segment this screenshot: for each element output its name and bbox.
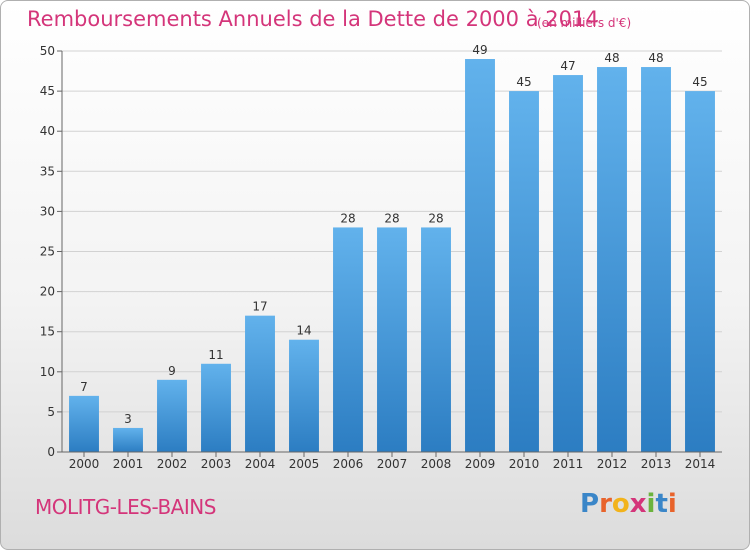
- x-tick-label: 2005: [289, 457, 320, 471]
- x-tick-label: 2010: [509, 457, 540, 471]
- x-tick-label: 2006: [333, 457, 364, 471]
- commune-name: MOLITG-LES-BAINS: [35, 495, 216, 519]
- chart-title: Remboursements Annuels de la Dette de 20…: [27, 7, 599, 31]
- y-tick-label: 0: [47, 445, 55, 459]
- bar: [377, 227, 407, 452]
- bar: [69, 395, 99, 452]
- proxiti-logo: Proxiti: [580, 489, 677, 519]
- y-tick-label: 50: [40, 44, 55, 58]
- y-tick-label: 30: [40, 204, 55, 218]
- bar: [685, 91, 715, 452]
- x-tick-label: 2007: [377, 457, 408, 471]
- x-tick-label: 2004: [245, 457, 276, 471]
- x-tick-label: 2011: [553, 457, 584, 471]
- x-tick-label: 2001: [113, 457, 144, 471]
- bar: [157, 379, 187, 452]
- y-tick-label: 15: [40, 325, 55, 339]
- bar-value-label: 28: [340, 211, 355, 225]
- x-tick-label: 2009: [465, 457, 496, 471]
- x-tick-label: 2014: [685, 457, 716, 471]
- x-tick-label: 2008: [421, 457, 452, 471]
- x-tick-label: 2000: [69, 457, 100, 471]
- bar: [421, 227, 451, 452]
- x-tick-label: 2002: [157, 457, 188, 471]
- bar-value-label: 48: [648, 51, 663, 65]
- y-tick-label: 5: [47, 405, 55, 419]
- y-tick-label: 25: [40, 245, 55, 259]
- bar-value-label: 28: [428, 211, 443, 225]
- bar-value-label: 45: [516, 75, 531, 89]
- x-tick-label: 2003: [201, 457, 232, 471]
- bar-value-label: 47: [560, 59, 575, 73]
- bar: [465, 59, 495, 453]
- bar: [113, 427, 143, 452]
- bar-value-label: 9: [168, 364, 176, 378]
- bar: [597, 67, 627, 452]
- x-tick-label: 2013: [641, 457, 672, 471]
- bar-value-label: 3: [124, 412, 132, 426]
- x-tick-label: 2012: [597, 457, 628, 471]
- y-tick-label: 10: [40, 365, 55, 379]
- bar-value-label: 45: [692, 75, 707, 89]
- bar: [201, 363, 231, 452]
- bar-value-label: 14: [296, 324, 311, 338]
- bar: [553, 75, 583, 452]
- bar: [333, 227, 363, 452]
- bar: [289, 339, 319, 452]
- bar: [509, 91, 539, 452]
- bar-value-label: 49: [472, 43, 487, 57]
- bar-value-label: 17: [252, 300, 267, 314]
- bar: [245, 315, 275, 452]
- bar-value-label: 7: [80, 380, 88, 394]
- bar-value-label: 48: [604, 51, 619, 65]
- y-tick-label: 40: [40, 124, 55, 138]
- chart-subtitle: (en milliers d'€): [537, 16, 632, 30]
- y-tick-label: 45: [40, 84, 55, 98]
- bar-value-label: 11: [208, 348, 223, 362]
- y-tick-label: 35: [40, 164, 55, 178]
- bar: [641, 67, 671, 452]
- bar-value-label: 28: [384, 211, 399, 225]
- y-tick-label: 20: [40, 285, 55, 299]
